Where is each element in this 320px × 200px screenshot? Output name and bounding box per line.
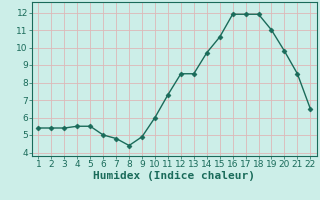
X-axis label: Humidex (Indice chaleur): Humidex (Indice chaleur) — [93, 171, 255, 181]
